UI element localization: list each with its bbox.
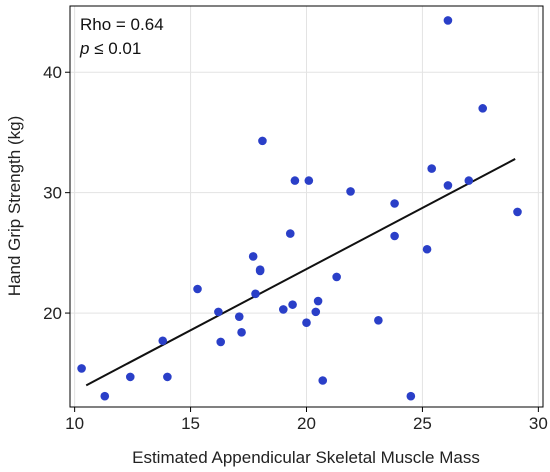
p-symbol: p: [79, 39, 89, 58]
data-point: [346, 187, 355, 196]
regression-line-group: [85, 158, 516, 387]
x-tick-label: 25: [413, 414, 432, 433]
x-axis-ticks: 10 15 20 25 30: [65, 407, 548, 433]
x-tick-label: 20: [297, 414, 316, 433]
regression-line: [85, 158, 516, 387]
data-point: [443, 181, 453, 190]
x-axis-title: Estimated Appendicular Skeletal Muscle M…: [132, 448, 480, 467]
data-point: [234, 312, 244, 321]
x-tick-label: 10: [65, 414, 84, 433]
y-tick-label: 40: [43, 63, 62, 82]
y-axis-ticks: 20 30 40: [43, 63, 70, 323]
x-tick-label: 30: [529, 414, 548, 433]
data-point: [427, 164, 437, 173]
gridlines: [70, 6, 543, 407]
data-point: [332, 272, 341, 282]
data-point: [304, 176, 314, 185]
data-point: [318, 376, 328, 385]
data-point: [464, 176, 474, 185]
data-point: [193, 284, 202, 294]
y-tick-label: 30: [43, 184, 62, 203]
data-point: [290, 176, 300, 185]
data-point: [255, 265, 265, 275]
data-point: [311, 307, 321, 317]
data-point: [513, 207, 522, 217]
data-point: [248, 252, 258, 261]
data-point: [258, 136, 267, 146]
data-point: [302, 318, 311, 328]
data-points: [77, 16, 522, 401]
data-point: [125, 372, 135, 382]
data-point: [478, 104, 488, 113]
data-point: [422, 244, 432, 254]
data-point: [100, 391, 110, 401]
data-point: [216, 337, 226, 347]
data-point: [443, 16, 453, 25]
data-point: [390, 199, 399, 208]
data-point: [374, 315, 383, 325]
data-point: [251, 289, 260, 299]
y-tick-label: 20: [43, 304, 62, 323]
data-point: [313, 296, 323, 306]
data-point: [163, 372, 172, 382]
data-point: [288, 300, 297, 309]
data-point: [390, 231, 399, 241]
data-point: [237, 328, 246, 337]
x-tick-label: 15: [181, 414, 200, 433]
y-axis-title: Hand Grip Strength (kg): [5, 116, 24, 296]
data-point: [77, 364, 86, 373]
p-value-annotation: p ≤ 0.01: [79, 39, 141, 58]
rho-annotation: Rho = 0.64: [80, 15, 164, 34]
data-point: [214, 307, 223, 317]
data-point: [279, 305, 288, 314]
p-value-text: ≤ 0.01: [89, 39, 141, 58]
data-point: [158, 336, 168, 346]
data-point: [406, 391, 416, 401]
data-point: [285, 229, 295, 238]
